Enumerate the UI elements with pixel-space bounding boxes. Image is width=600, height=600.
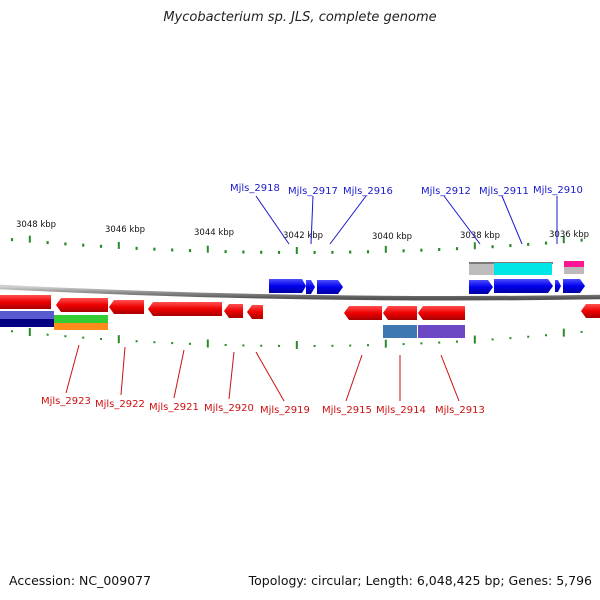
gene-arrow-mjls-2914[interactable] [383, 306, 417, 320]
scale-labels: 3048 kbp 3046 kbp 3044 kbp 3042 kbp 3040… [16, 220, 589, 242]
scale-label: 3042 kbp [283, 231, 323, 241]
scale-ticks-top [10, 235, 583, 254]
leader-line [329, 195, 367, 245]
gene-arrow-mjls-2920[interactable] [224, 304, 243, 318]
gene-arrow-mjls-2917[interactable] [306, 280, 315, 294]
gene-label[interactable]: Mjls_2914 [376, 405, 426, 416]
gene-arrow-mjls-2915[interactable] [344, 306, 382, 320]
genome-info-text: Topology: circular; Length: 6,048,425 bp… [248, 573, 592, 588]
scale-label: 3038 kbp [460, 231, 500, 241]
gene-arrow-right-edge[interactable] [581, 304, 600, 318]
scale-label: 3046 kbp [105, 225, 145, 235]
feature-box-grey-top[interactable] [469, 262, 494, 275]
leader-line [173, 349, 185, 399]
top-gene-labels: Mjls_2918 Mjls_2917 Mjls_2916 Mjls_2912 … [230, 183, 583, 245]
bottom-gene-labels: Mjls_2923 Mjls_2922 Mjls_2921 Mjls_2920 … [41, 344, 485, 416]
feature-box-magenta[interactable] [564, 261, 584, 267]
leader-line [228, 351, 235, 400]
gene-label[interactable]: Mjls_2922 [95, 399, 145, 410]
gene-arrow-small[interactable] [555, 280, 561, 292]
leader-line [501, 195, 523, 245]
leader-line [440, 354, 460, 402]
reverse-features [0, 311, 465, 338]
scale-label: 3044 kbp [194, 228, 234, 238]
feature-box-navy[interactable] [0, 319, 54, 327]
forward-features [469, 261, 584, 275]
scale-label: 3036 kbp [549, 230, 589, 240]
leader-line [443, 195, 481, 245]
feature-box-cyan[interactable] [494, 263, 552, 275]
gene-label[interactable]: Mjls_2917 [288, 186, 338, 197]
genome-backbone [0, 284, 600, 301]
gene-arrow-mjls-2923[interactable] [56, 298, 108, 312]
leader-line [255, 351, 285, 402]
gene-arrow-mjls-2911[interactable] [494, 279, 553, 293]
gene-arrow-mjls-2922[interactable] [109, 300, 144, 314]
scale-label: 3040 kbp [372, 232, 412, 242]
gene-label[interactable]: Mjls_2911 [479, 186, 529, 197]
feature-box-blue-violet[interactable] [0, 311, 54, 320]
scale-ticks-bottom [11, 328, 583, 349]
scale-label: 3048 kbp [16, 220, 56, 230]
gene-label[interactable]: Mjls_2921 [149, 402, 199, 413]
gene-label[interactable]: Mjls_2915 [322, 405, 372, 416]
gene-arrow-mjls-2912[interactable] [469, 280, 493, 294]
feature-box-steel-blue[interactable] [383, 325, 417, 338]
feature-box-orange[interactable] [54, 323, 108, 330]
gene-label[interactable]: Mjls_2923 [41, 396, 91, 407]
gene-arrow-mjls-2910[interactable] [563, 279, 585, 293]
gene-arrow-mjls-2913[interactable] [418, 306, 465, 320]
leader-line [120, 346, 126, 396]
leader-line [310, 195, 314, 245]
gene-label[interactable]: Mjls_2918 [230, 183, 280, 194]
gene-label[interactable]: Mjls_2919 [260, 405, 310, 416]
map-title: Mycobacterium sp. JLS, complete genome [163, 10, 437, 25]
gene-label[interactable]: Mjls_2913 [435, 405, 485, 416]
gene-arrow-mjls-2918[interactable] [269, 279, 306, 293]
gene-label[interactable]: Mjls_2920 [204, 403, 254, 414]
leader-line [255, 195, 290, 245]
gene-label[interactable]: Mjls_2912 [421, 186, 471, 197]
gene-label[interactable]: Mjls_2916 [343, 186, 393, 197]
gene-arrow-left-edge[interactable] [0, 295, 51, 309]
gene-label[interactable]: Mjls_2910 [533, 185, 583, 196]
feature-box-grey-small[interactable] [564, 267, 584, 274]
gene-arrow-mjls-2921[interactable] [148, 302, 222, 316]
leader-line [65, 344, 80, 394]
gene-arrow-mjls-2919[interactable] [247, 305, 263, 319]
feature-box-green[interactable] [54, 315, 108, 323]
reverse-genes [0, 295, 600, 320]
accession-text: Accession: NC_009077 [9, 573, 152, 588]
leader-line [345, 354, 363, 402]
feature-box-purple[interactable] [418, 325, 465, 338]
forward-genes [269, 279, 585, 294]
gene-arrow-mjls-2916[interactable] [317, 280, 343, 294]
